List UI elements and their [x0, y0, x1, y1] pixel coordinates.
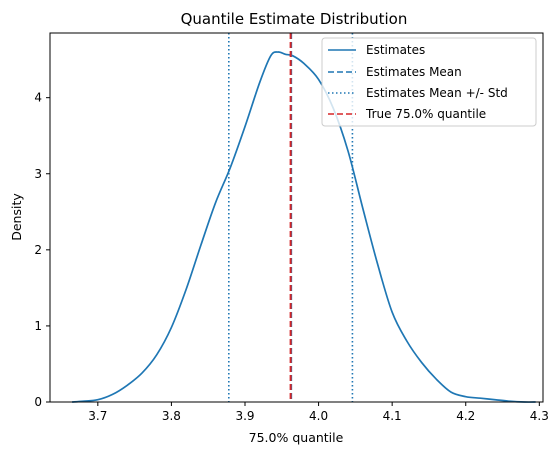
x-tick-label: 4.3: [530, 409, 549, 423]
x-tick-label: 3.8: [162, 409, 181, 423]
x-axis: 3.7 3.8 3.9 4.0 4.1 4.2 4.3: [88, 402, 549, 423]
y-axis-title: Density: [9, 193, 24, 241]
legend-label-std: Estimates Mean +/- Std: [366, 86, 508, 100]
x-tick-label: 4.2: [456, 409, 475, 423]
x-tick-label: 3.7: [88, 409, 107, 423]
x-tick-label: 3.9: [235, 409, 254, 423]
y-tick-label: 4: [34, 91, 42, 105]
x-axis-title: 75.0% quantile: [249, 430, 344, 445]
legend: Estimates Estimates Mean Estimates Mean …: [321, 37, 537, 127]
x-tick-label: 4.0: [309, 409, 328, 423]
y-tick-label: 2: [34, 243, 42, 257]
y-tick-label: 3: [34, 167, 42, 181]
legend-box: [321, 37, 537, 127]
axes-frame: [49, 32, 544, 403]
legend-label-true-quantile: True 75.0% quantile: [365, 107, 486, 121]
chart-title: Quantile Estimate Distribution: [181, 10, 408, 28]
y-axis: 0 1 2 3 4: [34, 91, 50, 409]
y-tick-label: 1: [34, 319, 42, 333]
legend-label-mean: Estimates Mean: [366, 65, 462, 79]
y-tick-label: 0: [34, 395, 42, 409]
legend-label-estimates: Estimates: [366, 43, 425, 57]
x-tick-label: 4.1: [383, 409, 402, 423]
series-line-estimates: [72, 51, 536, 403]
